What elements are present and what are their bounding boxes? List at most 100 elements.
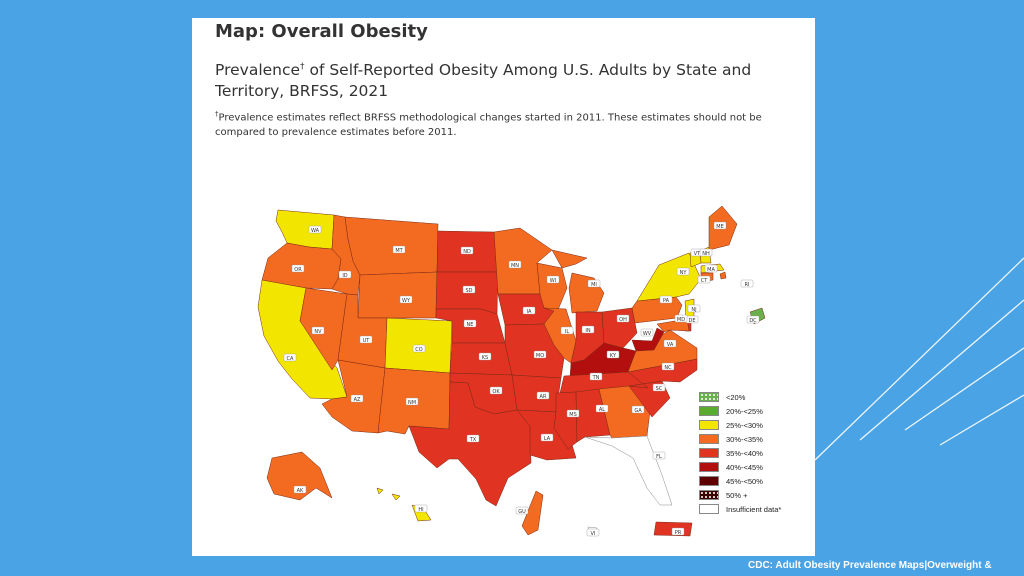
svg-text:SD: SD [465, 288, 472, 294]
state-label-ms: MS [566, 409, 580, 418]
state-label-hi: HI [414, 504, 428, 513]
svg-text:IA: IA [527, 309, 532, 315]
state-label-ia: IA [522, 306, 536, 315]
svg-text:IL: IL [565, 329, 569, 335]
svg-text:NJ: NJ [691, 307, 696, 313]
state-label-pr: PR [671, 527, 685, 536]
state-label-nm: NM [405, 397, 419, 406]
state-label-nc: NC [661, 362, 675, 371]
svg-text:MA: MA [707, 267, 715, 273]
state-label-va: VA [663, 339, 677, 348]
state-label-ma: MA [704, 264, 718, 273]
svg-text:CA: CA [287, 356, 294, 362]
svg-text:MN: MN [511, 263, 519, 269]
legend-label: 40%-<45% [726, 462, 763, 472]
state-nc [627, 358, 698, 389]
svg-text:AK: AK [297, 488, 304, 494]
svg-text:PR: PR [675, 530, 682, 536]
map-subtitle: Prevalence† of Self-Reported Obesity Amo… [215, 61, 752, 101]
svg-text:UT: UT [363, 338, 371, 344]
state-label-mt: MT [392, 245, 406, 254]
legend-swatch [699, 462, 719, 472]
legend-label: 30%-<35% [726, 434, 763, 444]
legend-swatch [699, 448, 719, 458]
state-label-nh: NH [699, 248, 713, 257]
state-label-ct: CT [697, 275, 711, 284]
svg-text:SC: SC [656, 386, 663, 392]
svg-text:LA: LA [544, 436, 551, 442]
state-label-co: CO [412, 344, 426, 353]
svg-text:TX: TX [469, 437, 477, 443]
state-ak [266, 451, 333, 501]
state-label-wi: WI [546, 275, 560, 284]
legend-swatch [699, 406, 719, 416]
state-label-id: ID [338, 270, 352, 279]
legend-label: Insufficient data* [726, 504, 782, 514]
state-label-vi: VI [586, 528, 600, 537]
svg-text:ND: ND [463, 249, 471, 255]
svg-text:NH: NH [702, 251, 710, 257]
decor-line [904, 347, 1024, 431]
state-label-me: ME [713, 221, 727, 230]
state-label-ga: GA [631, 405, 645, 414]
legend-swatch [699, 504, 719, 514]
legend-label: <20% [726, 392, 746, 402]
state-hi [376, 487, 432, 522]
legend-label: 25%-<30% [726, 420, 763, 430]
svg-text:WA: WA [311, 228, 320, 234]
state-label-fl: FL [652, 451, 666, 460]
svg-text:MI: MI [591, 282, 597, 288]
svg-text:WI: WI [550, 278, 556, 284]
map-footnote: †Prevalence estimates reflect BRFSS meth… [215, 110, 762, 139]
state-label-md: MD [674, 314, 688, 323]
state-label-al: AL [595, 404, 609, 413]
svg-text:NM: NM [408, 400, 416, 406]
svg-text:MS: MS [569, 412, 577, 418]
svg-text:MT: MT [395, 248, 403, 254]
svg-text:WY: WY [402, 298, 411, 304]
svg-text:FL: FL [656, 454, 662, 460]
state-wa [275, 209, 335, 250]
state-fl [584, 435, 673, 506]
svg-text:WV: WV [643, 331, 652, 337]
legend-item: 50% + [699, 488, 809, 502]
svg-text:NE: NE [467, 322, 474, 328]
legend-label: 50% + [726, 490, 748, 500]
legend-item: 20%-<25% [699, 404, 809, 418]
state-mt [344, 216, 439, 276]
state-label-sd: SD [462, 285, 476, 294]
state-label-ne: NE [463, 319, 477, 328]
svg-text:MO: MO [536, 353, 544, 359]
state-label-oh: OH [616, 314, 630, 323]
state-label-gu: GU [515, 506, 529, 515]
decor-line [859, 299, 1024, 441]
state-oh [601, 307, 638, 349]
legend-item: Insufficient data* [699, 502, 809, 516]
svg-text:KS: KS [482, 355, 488, 361]
svg-text:RI: RI [745, 282, 750, 288]
state-label-ks: KS [478, 352, 492, 361]
state-label-il: IL [560, 326, 574, 335]
decor-line [939, 394, 1024, 446]
legend-item: 35%-<40% [699, 446, 809, 460]
legend-item: 30%-<35% [699, 432, 809, 446]
legend-label: 20%-<25% [726, 406, 763, 416]
state-label-nd: ND [460, 246, 474, 255]
svg-text:NY: NY [680, 270, 688, 276]
legend-item: 45%-<50% [699, 474, 809, 488]
state-label-mo: MO [533, 350, 547, 359]
svg-text:VI: VI [591, 531, 596, 537]
state-label-ok: OK [489, 386, 503, 395]
legend-swatch [699, 392, 719, 402]
svg-text:DC: DC [749, 318, 757, 324]
state-gu [521, 490, 544, 536]
state-label-tn: TN [589, 372, 603, 381]
svg-text:AL: AL [599, 407, 605, 413]
content-panel: Map: Overall Obesity Prevalence† of Self… [192, 18, 815, 556]
svg-text:NV: NV [314, 329, 322, 335]
state-label-de: DE [685, 315, 699, 324]
us-obesity-map: WA OR CA NV ID MT WY UT AZ CO NM ND SD NE KS OK TX MN IA MO… [257, 205, 766, 537]
legend-swatch [699, 490, 719, 500]
legend-swatch [699, 476, 719, 486]
